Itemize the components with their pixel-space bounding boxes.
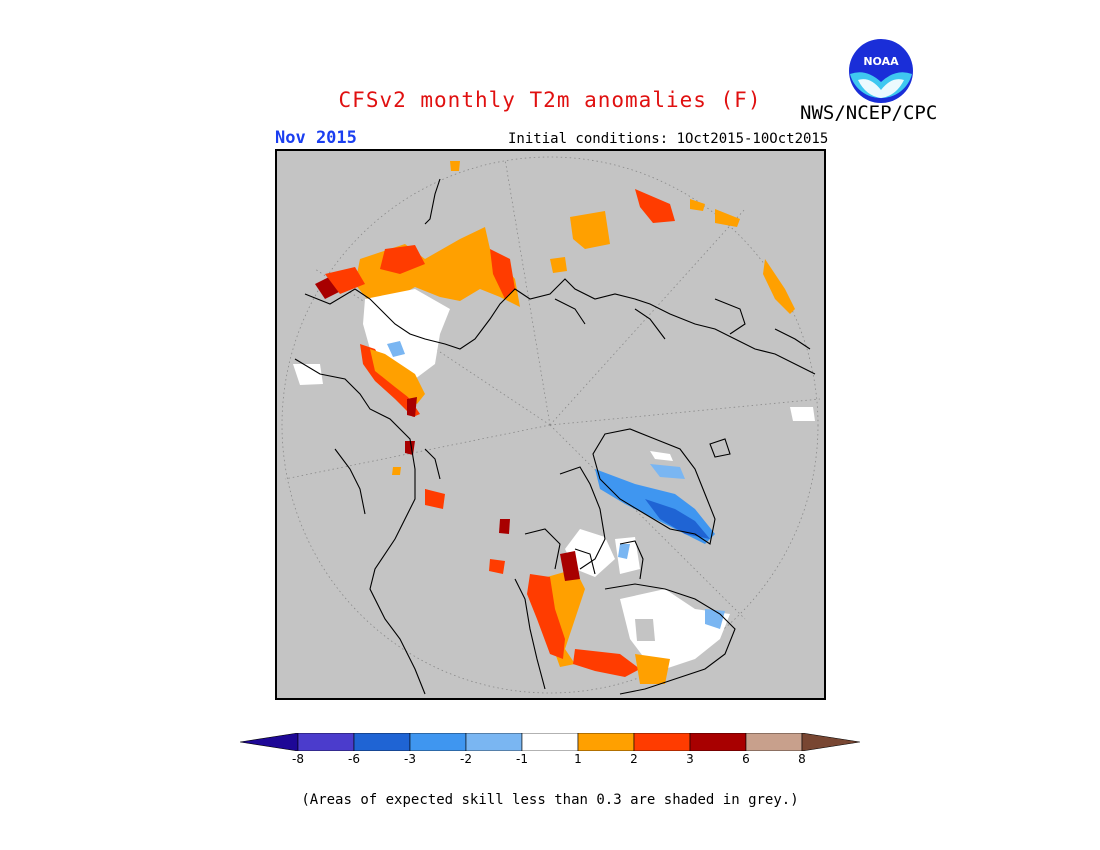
month-label: Nov 2015 — [275, 128, 357, 148]
color-legend — [240, 733, 860, 751]
legend-swatch — [297, 733, 355, 751]
legend-tick-label: -8 — [292, 752, 304, 766]
map-frame — [275, 149, 826, 700]
legend-swatch — [353, 733, 411, 751]
logo-text: NOAA — [863, 55, 899, 68]
anomaly-fields — [293, 161, 815, 684]
legend-tick-label: -6 — [348, 752, 360, 766]
legend-swatch — [577, 733, 635, 751]
legend-tick-label: 6 — [742, 752, 750, 766]
initial-conditions-label: Initial conditions: 1Oct2015-10Oct2015 — [508, 131, 829, 147]
legend-swatch — [689, 733, 747, 751]
skill-footnote: (Areas of expected skill less than 0.3 a… — [301, 792, 799, 808]
legend-tick-label: 3 — [686, 752, 694, 766]
legend-tick-label: -3 — [404, 752, 416, 766]
legend-swatch — [521, 733, 579, 751]
legend-tick-label: 8 — [798, 752, 806, 766]
legend-arrow-high — [801, 733, 860, 751]
legend-tick-label: -1 — [516, 752, 528, 766]
legend-swatch — [409, 733, 467, 751]
legend-swatch — [465, 733, 523, 751]
coastlines — [294, 178, 816, 695]
legend-arrow-low — [240, 733, 299, 751]
legend-swatch — [745, 733, 803, 751]
legend-tick-label: 1 — [574, 752, 582, 766]
legend-tick-label: -2 — [460, 752, 472, 766]
chart-title: CFSv2 monthly T2m anomalies (F) — [338, 88, 762, 112]
legend-swatch — [633, 733, 691, 751]
legend-tick-label: 2 — [630, 752, 638, 766]
noaa-logo-icon: NOAA — [849, 39, 913, 103]
polar-map — [275, 149, 826, 700]
agency-label: NWS/NCEP/CPC — [800, 102, 938, 124]
